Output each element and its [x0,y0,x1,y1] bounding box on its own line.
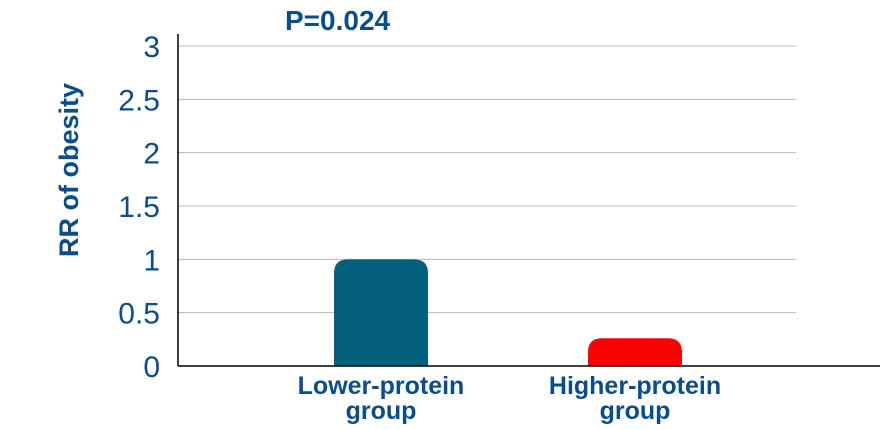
y-tick-labels: 0 0.5 1 1.5 2 2.5 3 [118,31,160,384]
gridlines [178,45,796,314]
category-label: Lower-protein [298,372,465,400]
bar [588,338,682,366]
category-label: group [600,397,671,425]
y-tick-label: 0.5 [118,298,160,331]
category-label: group [346,397,417,425]
y-tick-label: 1 [143,244,160,277]
bar [334,259,428,366]
y-tick-label: 1.5 [118,191,160,224]
y-tick-label: 3 [143,31,160,64]
y-tick-label: 2 [143,138,160,171]
y-tick-label: 2.5 [118,84,160,117]
y-axis-label: RR of obesity [54,83,84,257]
bars [334,259,682,366]
p-value-annotation: P=0.024 [285,5,391,36]
y-tick-label: 0 [143,351,160,384]
category-label: Higher-protein [549,372,721,400]
